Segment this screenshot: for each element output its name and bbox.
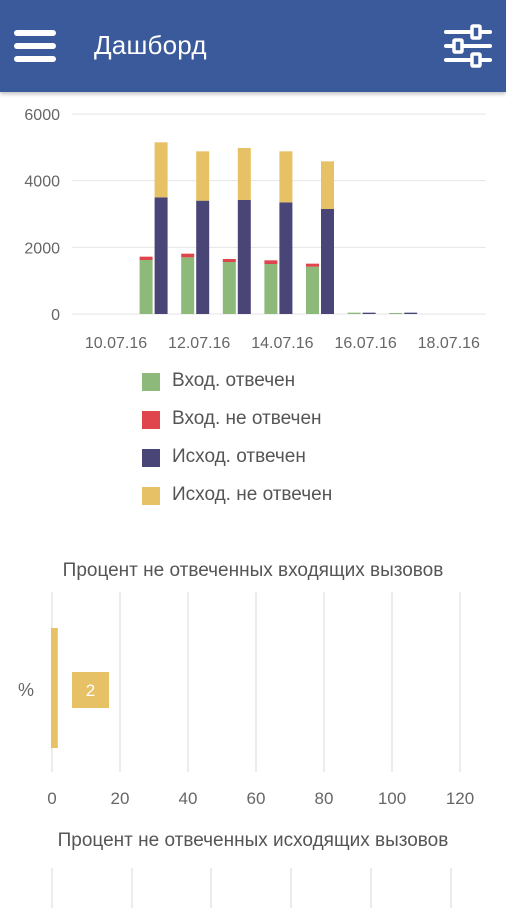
legend-swatch (142, 487, 160, 505)
bar-segment (237, 148, 251, 200)
y-tick-label: 0 (51, 307, 60, 324)
calls-stacked-bar-chart: 0 2000 4000 6000 10.07.16 12.07.16 14.07.16 16… (24, 107, 486, 352)
x-tick-label: 20 (111, 789, 130, 808)
bar-segment (264, 260, 278, 264)
bar-segment (237, 200, 251, 314)
sliders-icon[interactable] (444, 24, 492, 68)
bar-segment (347, 312, 361, 314)
bar-segment (222, 259, 236, 262)
x-tick-label: 0 (47, 789, 56, 808)
y-tick-label: 4000 (24, 174, 60, 191)
bar-segment (181, 257, 195, 314)
bar-segment (279, 151, 293, 203)
y-tick-label: 2000 (24, 240, 60, 257)
x-tick-label: 100 (378, 789, 406, 808)
bar-segment (154, 197, 168, 314)
incoming-missed-percent-title: Процент не отвеченных входящих вызовов (62, 560, 444, 581)
percent-bar (51, 628, 58, 748)
dashboard-content: 0 2000 4000 6000 10.07.16 12.07.16 14.07.16 16… (0, 92, 506, 908)
legend-label: Вход. отвечен (172, 370, 296, 391)
bar-segment (181, 253, 195, 258)
x-tick-label: 14.07.16 (251, 335, 313, 352)
bar-segment (321, 209, 334, 314)
bar-segment (264, 264, 278, 314)
legend-swatch (142, 411, 160, 429)
x-tick-label: 18.07.16 (418, 335, 480, 352)
bar-segment (389, 313, 403, 314)
legend-swatch (142, 449, 160, 467)
x-tick-label: 60 (247, 789, 266, 808)
legend-label: Вход. не отвечен (172, 408, 322, 429)
legend-label: Исход. отвечен (172, 446, 306, 467)
bar-segment (306, 266, 319, 314)
bar-segment (279, 202, 293, 314)
legend-swatch (142, 373, 160, 391)
bar-segment (362, 312, 376, 314)
bar-segment (306, 263, 319, 267)
incoming-missed-percent-chart: 0 20 40 60 80 100 120% 2 (18, 592, 474, 808)
y-tick-label: 6000 (24, 107, 60, 124)
data-label: 2 (86, 681, 95, 700)
bar-segment (196, 200, 210, 314)
bar-segment (196, 151, 210, 201)
legend-label: Исход. не отвечен (172, 484, 333, 505)
x-tick-label: 120 (446, 789, 474, 808)
x-tick-label: 40 (179, 789, 198, 808)
x-tick-label: 80 (315, 789, 334, 808)
outgoing-missed-percent-title: Процент не отвеченных исходящих вызовов (57, 830, 449, 851)
x-tick-label: 10.07.16 (85, 335, 147, 352)
x-tick-label: 12.07.16 (168, 335, 230, 352)
bar-segment (222, 262, 236, 314)
data-label-box (72, 672, 109, 708)
bar-segment (139, 260, 153, 314)
outgoing-missed-percent-chart (51, 868, 452, 908)
bar-segment (154, 142, 168, 198)
hamburger-menu-icon[interactable] (14, 28, 56, 64)
y-category-label: % (18, 680, 34, 700)
bar-segment (404, 312, 418, 314)
app-bar: Дашборд (0, 0, 506, 92)
page-title: Дашборд (94, 30, 207, 60)
bar-segment (321, 161, 334, 209)
x-tick-label: 16.07.16 (334, 335, 396, 352)
bar-segment (139, 256, 153, 260)
